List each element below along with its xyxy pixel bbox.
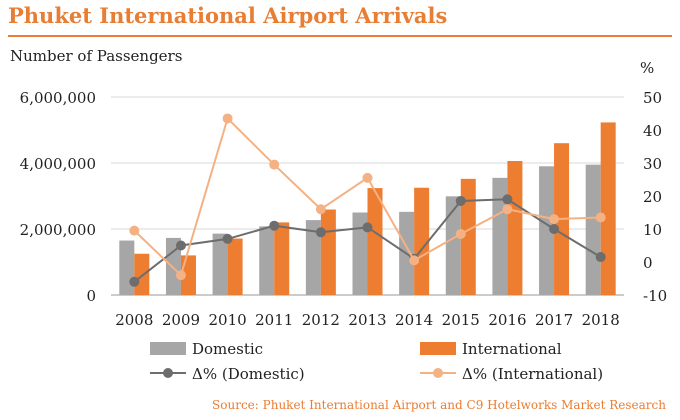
title-underline xyxy=(8,35,672,37)
y-axis-label: Number of Passengers xyxy=(10,47,183,65)
bar-international xyxy=(320,209,336,295)
legend-label-international: International xyxy=(462,340,562,358)
y-tick-label: 0 xyxy=(86,287,96,305)
y2-tick-label: 20 xyxy=(643,188,662,206)
point-delta-domestic xyxy=(549,224,560,234)
point-delta-domestic xyxy=(269,220,280,231)
legend-swatch-international xyxy=(420,342,456,355)
x-tick-label: 2017 xyxy=(535,311,573,329)
x-tick-label: 2018 xyxy=(582,311,620,329)
x-tick-label: 2009 xyxy=(162,311,200,329)
point-delta-international xyxy=(222,113,233,124)
y2-axis-label: % xyxy=(640,59,655,77)
bar-international xyxy=(274,222,290,295)
y2-tick-label: 40 xyxy=(643,122,662,140)
legend-swatch-domestic xyxy=(150,342,186,355)
x-tick-label: 2012 xyxy=(302,311,340,329)
point-delta-domestic xyxy=(315,227,326,238)
x-tick-label: 2016 xyxy=(488,311,526,329)
point-delta-domestic xyxy=(502,194,513,205)
point-delta-domestic xyxy=(362,222,373,233)
y-tick-label: 2,000,000 xyxy=(20,221,96,239)
y2-tick-label: 0 xyxy=(643,254,653,272)
legend-label-domestic: Domestic xyxy=(192,340,263,358)
y2-tick-label: 10 xyxy=(643,221,662,239)
point-delta-domestic xyxy=(595,252,606,263)
point-delta-international xyxy=(502,204,513,215)
legend-label-international: Δ% (International) xyxy=(462,365,603,383)
point-delta-international xyxy=(595,212,606,223)
point-delta-domestic xyxy=(222,233,233,244)
x-tick-label: 2011 xyxy=(255,311,293,329)
bar-domestic xyxy=(539,166,555,295)
bar-domestic xyxy=(305,220,321,295)
legend-label-domestic: Δ% (Domestic) xyxy=(192,365,305,383)
point-delta-domestic xyxy=(129,276,140,287)
legend-marker-international xyxy=(433,368,443,378)
bar-domestic xyxy=(212,233,228,295)
y-tick-label: 6,000,000 xyxy=(20,89,96,107)
point-delta-international xyxy=(175,270,186,281)
point-delta-international xyxy=(549,214,560,225)
x-tick-label: 2015 xyxy=(442,311,480,329)
x-tick-label: 2014 xyxy=(395,311,433,329)
legend-marker-domestic xyxy=(163,368,173,378)
bar-domestic xyxy=(259,226,275,295)
y2-tick-label: 50 xyxy=(643,89,662,107)
bar-international xyxy=(460,178,476,295)
x-tick-label: 2008 xyxy=(115,311,153,329)
bar-domestic xyxy=(352,212,368,295)
bar-domestic xyxy=(119,240,135,295)
x-tick-label: 2013 xyxy=(348,311,386,329)
point-delta-international xyxy=(455,228,466,239)
point-delta-international xyxy=(315,204,326,215)
x-tick-label: 2010 xyxy=(208,311,246,329)
point-delta-international xyxy=(362,172,373,183)
point-delta-international xyxy=(269,159,280,170)
point-delta-international xyxy=(129,225,140,236)
chart-title: Phuket International Airport Arrivals xyxy=(8,3,448,28)
bar-domestic xyxy=(445,196,461,295)
bar-international xyxy=(507,161,523,295)
bar-international xyxy=(227,238,243,295)
y2-tick-label: 30 xyxy=(643,155,662,173)
bar-international xyxy=(414,187,430,295)
point-delta-domestic xyxy=(175,240,186,251)
point-delta-domestic xyxy=(455,195,466,206)
bar-international xyxy=(134,253,150,295)
y2-tick-label: -10 xyxy=(643,287,667,305)
point-delta-international xyxy=(409,255,420,266)
bar-international xyxy=(367,188,383,295)
y-tick-label: 4,000,000 xyxy=(20,155,96,173)
source-note: Source: Phuket International Airport and… xyxy=(212,398,666,412)
bar-domestic xyxy=(585,164,601,295)
bar-domestic xyxy=(165,237,181,295)
bar-international xyxy=(600,122,616,295)
